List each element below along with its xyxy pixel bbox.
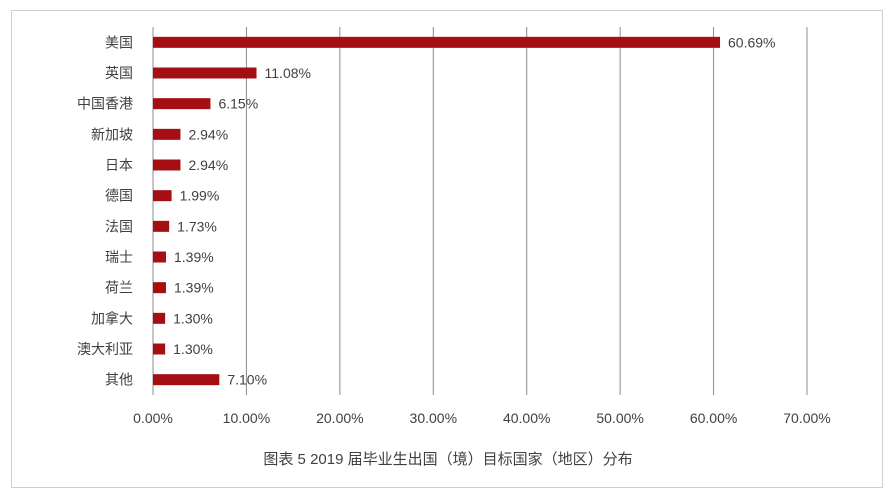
chart-caption: 图表 5 2019 届毕业生出国（境）目标国家（地区）分布: [263, 451, 633, 468]
x-tick-label: 60.00%: [690, 410, 737, 426]
bar: [153, 36, 721, 48]
category-label: 澳大利亚: [77, 341, 133, 357]
value-label: 6.15%: [218, 96, 258, 112]
bar: [153, 98, 211, 110]
bar: [153, 343, 166, 355]
x-tick-label: 10.00%: [223, 410, 270, 426]
bar: [153, 374, 220, 386]
value-label: 1.30%: [173, 310, 213, 326]
category-label: 其他: [105, 372, 133, 388]
bar: [153, 282, 166, 294]
value-label: 1.39%: [174, 280, 214, 296]
value-label: 2.94%: [188, 157, 228, 173]
category-label: 英国: [105, 65, 133, 81]
category-label: 日本: [105, 157, 133, 173]
value-label: 60.69%: [728, 34, 775, 50]
x-tick-labels: 0.00% 10.00% 20.00% 30.00% 40.00% 50.00% 60.00…: [133, 410, 831, 426]
x-tick-label: 30.00%: [410, 410, 457, 426]
x-tick-label: 70.00%: [783, 410, 830, 426]
bar: [153, 190, 172, 202]
category-label: 法国: [105, 218, 133, 234]
category-label: 德国: [105, 188, 133, 204]
bars: [153, 36, 721, 386]
category-label: 瑞士: [105, 249, 133, 265]
bar: [153, 159, 181, 171]
value-label: 1.39%: [174, 249, 214, 265]
value-label: 1.30%: [173, 341, 213, 357]
chart-frame: [11, 10, 883, 488]
category-label: 中国香港: [77, 96, 133, 112]
bar: [153, 220, 170, 232]
gridlines: [152, 27, 808, 395]
value-label: 11.08%: [265, 65, 311, 81]
category-label: 美国: [105, 34, 133, 50]
bar: [153, 128, 181, 140]
x-tick-label: 50.00%: [596, 410, 643, 426]
x-tick-label: 20.00%: [316, 410, 363, 426]
bar: [153, 67, 257, 79]
bar: [153, 312, 166, 324]
value-label: 2.94%: [188, 126, 228, 142]
value-labels: 60.69% 11.08% 6.15% 2.94% 2.94% 1.99% 1.73% 1.3…: [173, 34, 775, 387]
value-label: 7.10%: [227, 372, 267, 388]
x-tick-label: 0.00%: [133, 410, 173, 426]
category-label: 加拿大: [91, 310, 133, 326]
category-label: 新加坡: [91, 126, 133, 142]
value-label: 1.99%: [180, 188, 220, 204]
x-tick-label: 40.00%: [503, 410, 550, 426]
bar: [153, 251, 166, 263]
category-label: 荷兰: [105, 280, 133, 296]
value-label: 1.73%: [177, 218, 217, 234]
